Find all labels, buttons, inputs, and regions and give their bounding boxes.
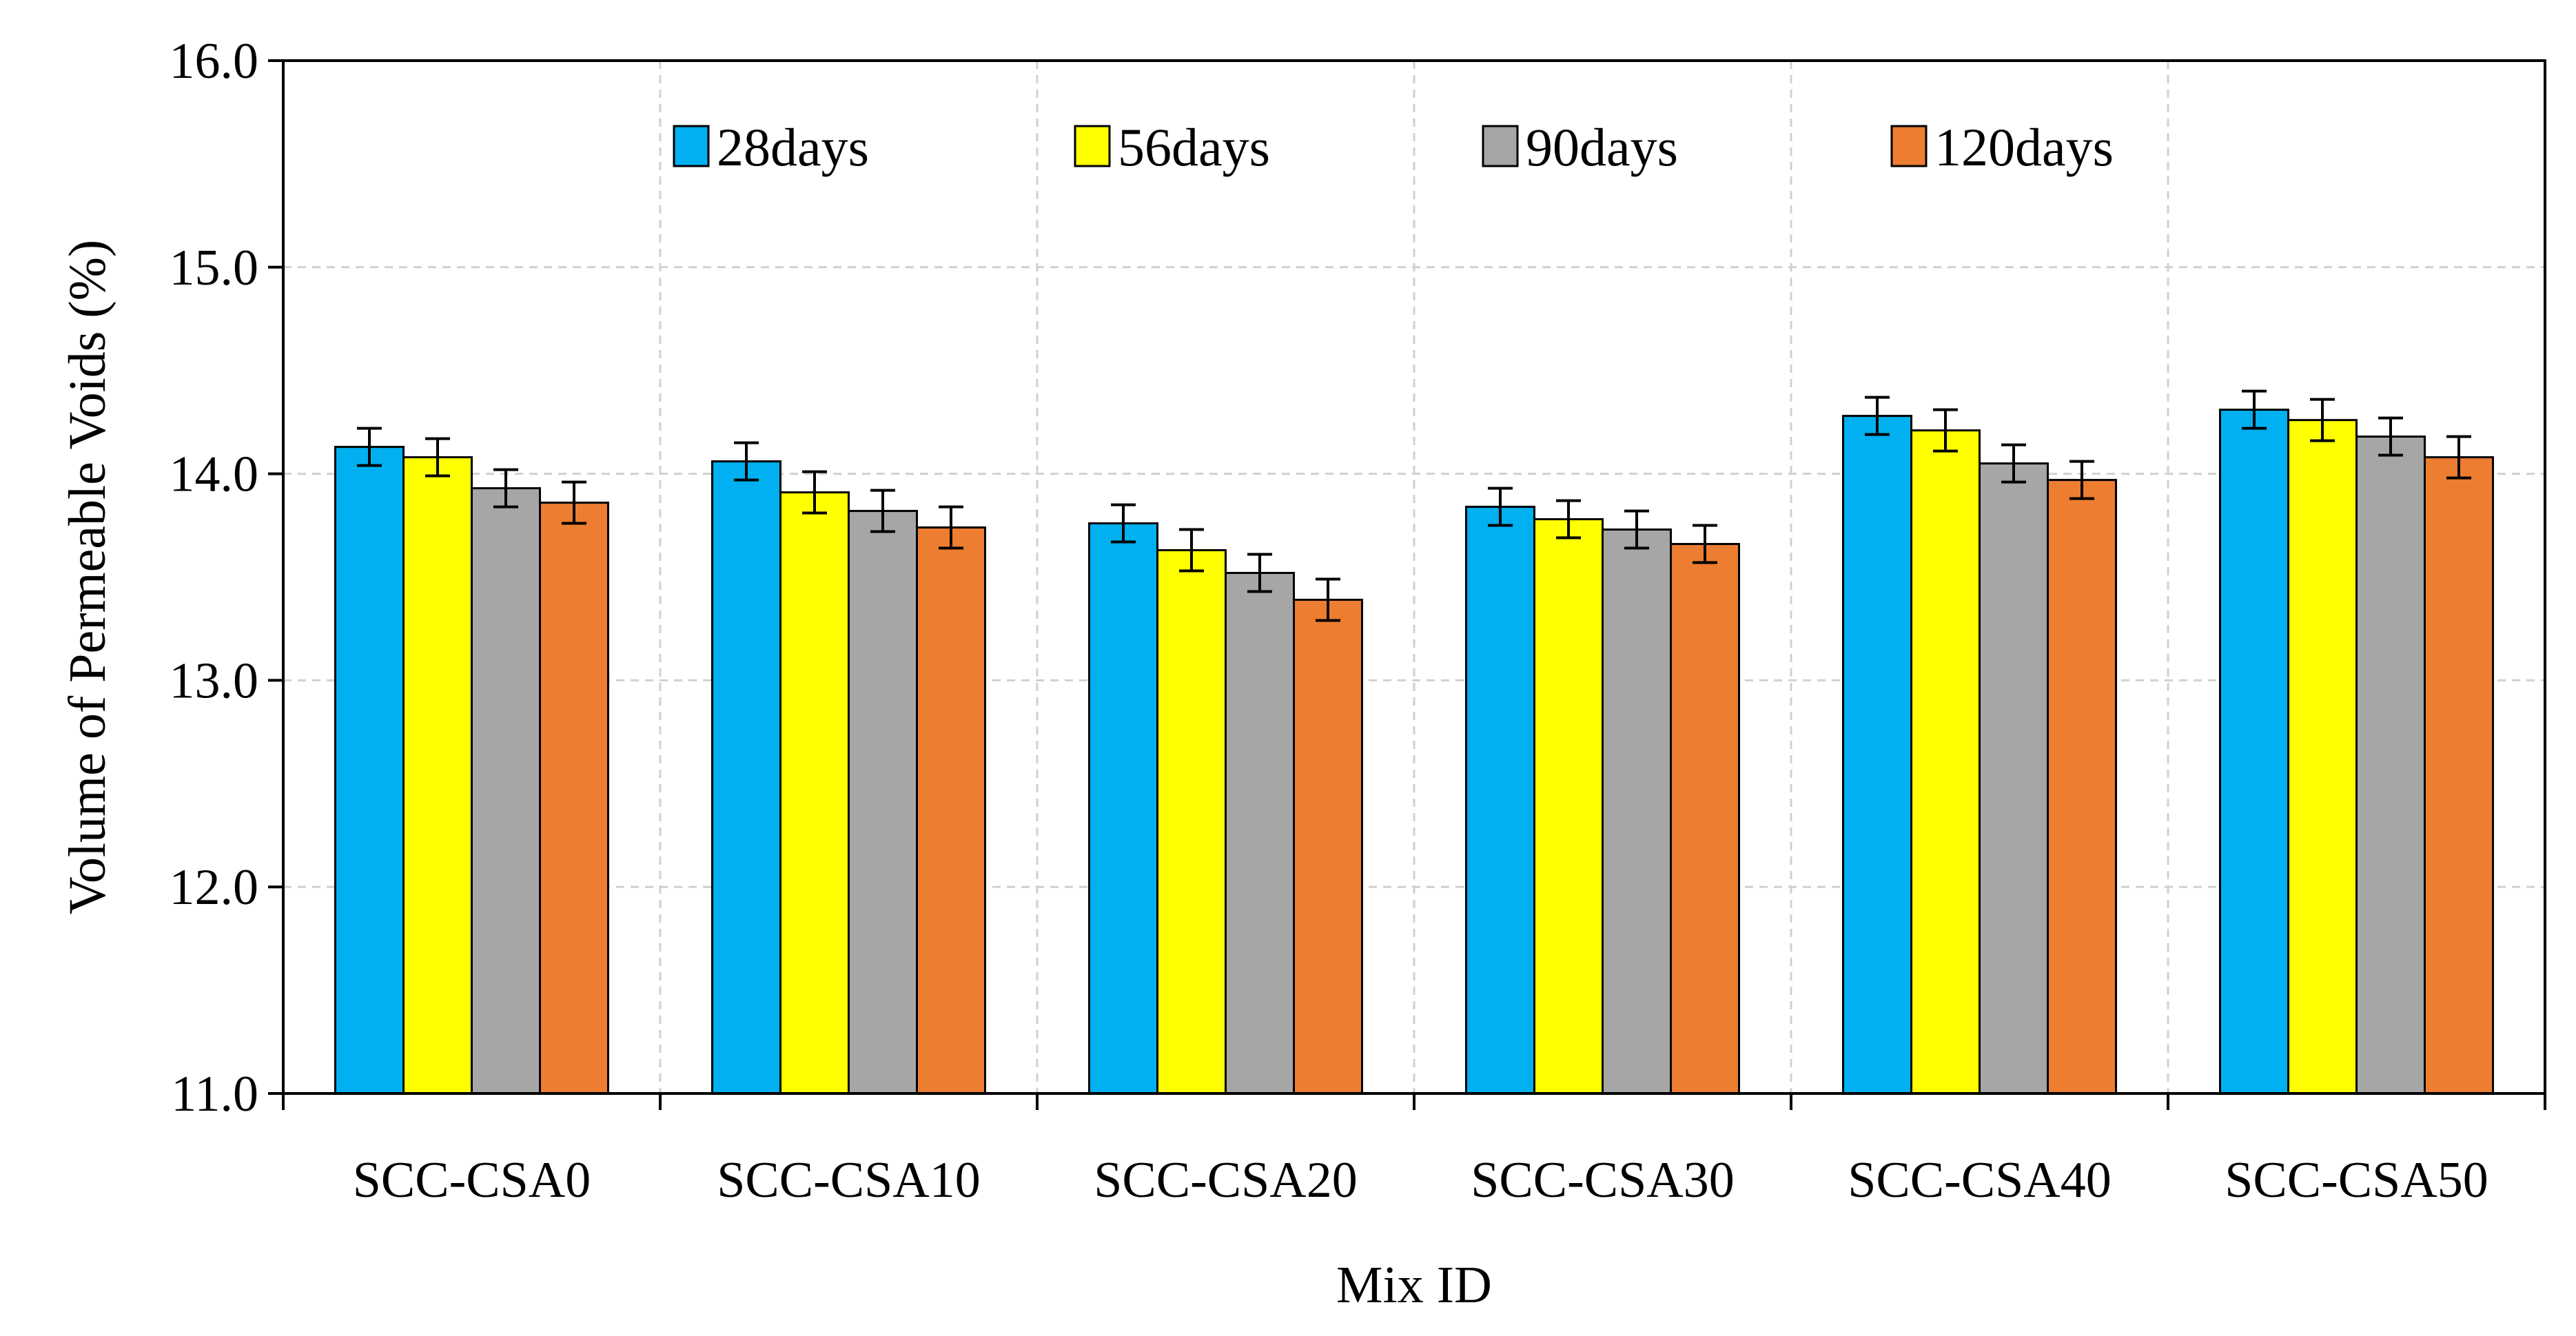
bar-28days-SCC-CSA0 [334, 446, 405, 1095]
y-axis-title: Volume of Permeable Voids (%) [59, 240, 116, 914]
bar-120days-SCC-CSA40 [2047, 479, 2117, 1095]
bar-56days-SCC-CSA40 [1910, 429, 1981, 1095]
x-category-label: SCC-CSA40 [1848, 1152, 2111, 1209]
bar-120days-SCC-CSA0 [539, 502, 609, 1095]
bar-28days-SCC-CSA20 [1088, 522, 1158, 1095]
legend-swatch-120days [1890, 125, 1928, 167]
bar-56days-SCC-CSA20 [1156, 549, 1227, 1095]
bar-90days-SCC-CSA0 [471, 487, 541, 1095]
bars [334, 409, 2494, 1095]
bar-28days-SCC-CSA50 [2219, 409, 2289, 1095]
y-tick-label: 16.0 [170, 33, 259, 90]
legend-label-120days: 120days [1934, 117, 2114, 177]
bar-28days-SCC-CSA10 [711, 460, 781, 1095]
bar-120days-SCC-CSA50 [2424, 456, 2494, 1095]
bar-90days-SCC-CSA10 [848, 510, 918, 1095]
y-tick-label: 13.0 [170, 652, 259, 709]
y-tick-label: 11.0 [171, 1066, 258, 1122]
x-category-label: SCC-CSA30 [1471, 1152, 1734, 1209]
bar-56days-SCC-CSA50 [2287, 419, 2358, 1095]
x-category-label: SCC-CSA20 [1094, 1152, 1357, 1209]
bar-90days-SCC-CSA50 [2355, 435, 2426, 1095]
bar-120days-SCC-CSA10 [916, 526, 986, 1095]
legend-label-28days: 28days [717, 117, 869, 177]
legend-label-90days: 90days [1526, 117, 1678, 177]
x-category-label: SCC-CSA0 [353, 1152, 591, 1209]
legend-swatch-56days [1074, 125, 1111, 167]
bar-56days-SCC-CSA10 [779, 491, 850, 1095]
axes: 11.0 12.0 13.0 14.0 15.0 16.0 SCC-CSA0 SCC-CSA1… [170, 33, 2546, 1209]
bar-120days-SCC-CSA30 [1670, 543, 1740, 1095]
x-category-label: SCC-CSA10 [717, 1152, 980, 1209]
legend-swatch-90days [1482, 125, 1519, 167]
bar-90days-SCC-CSA40 [1979, 462, 2049, 1095]
bar-120days-SCC-CSA20 [1293, 598, 1363, 1095]
x-axis-title: Mix ID [1336, 1256, 1492, 1314]
bar-28days-SCC-CSA40 [1842, 415, 1912, 1095]
legend: 28days 56days 90days 120days [673, 117, 2114, 177]
bar-90days-SCC-CSA30 [1602, 528, 1672, 1095]
legend-swatch-28days [673, 125, 710, 167]
legend-label-56days: 56days [1118, 117, 1270, 177]
bar-56days-SCC-CSA30 [1533, 518, 1604, 1095]
bar-90days-SCC-CSA20 [1225, 572, 1295, 1095]
x-category-label: SCC-CSA50 [2225, 1152, 2488, 1209]
gridlines [283, 61, 2545, 1093]
bar-28days-SCC-CSA30 [1465, 506, 1535, 1095]
y-tick-label: 15.0 [170, 240, 259, 296]
error-bars [357, 389, 2471, 622]
bar-56days-SCC-CSA0 [402, 456, 473, 1095]
y-tick-label: 14.0 [170, 446, 259, 503]
y-tick-label: 12.0 [170, 859, 259, 916]
